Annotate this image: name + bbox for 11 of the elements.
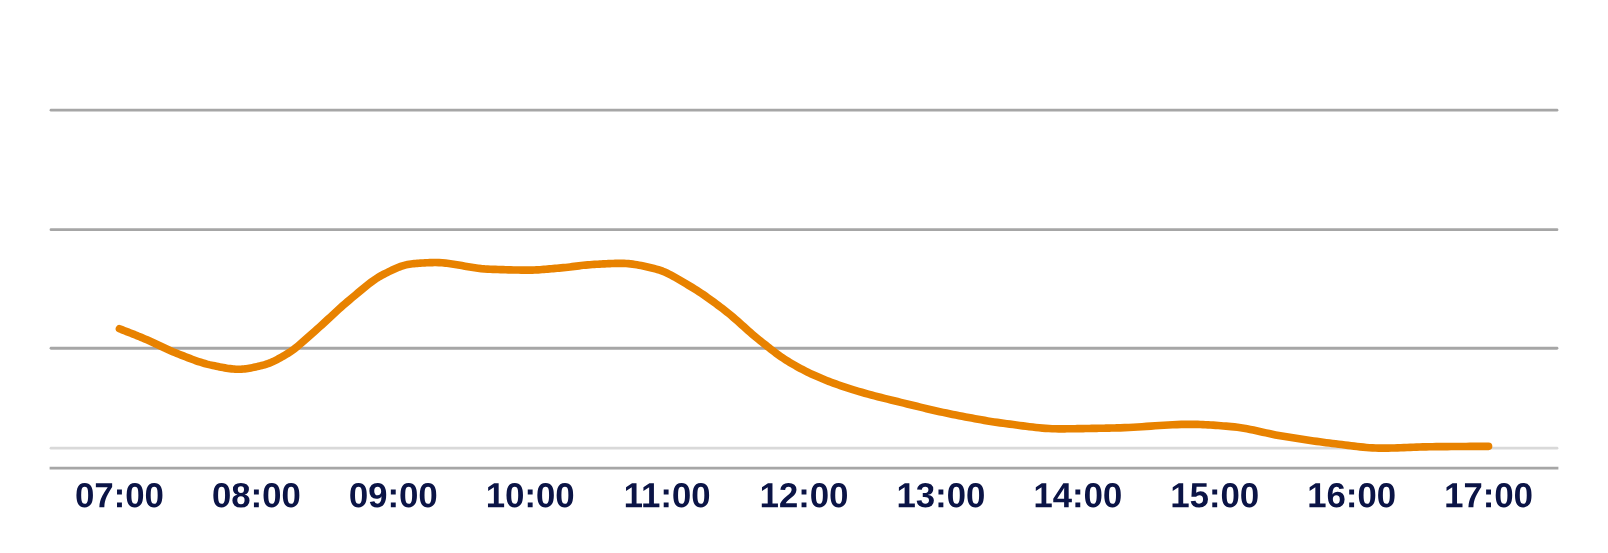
x-tick-label: 11:00 bbox=[625, 482, 710, 508]
x-tick-label: 12:00 bbox=[761, 482, 847, 508]
x-tick-label: 07:00 bbox=[76, 482, 163, 508]
x-tick-label: 15:00 bbox=[1172, 482, 1258, 508]
x-tick-label: 13:00 bbox=[898, 482, 984, 508]
x-tick-label: 08:00 bbox=[213, 482, 300, 508]
x-tick-label: 16:00 bbox=[1309, 482, 1395, 508]
x-tick-label: 10:00 bbox=[487, 482, 574, 508]
x-tick-label: 09:00 bbox=[350, 482, 437, 508]
x-tick-label: 14:00 bbox=[1035, 482, 1121, 508]
x-tick-label: 17:00 bbox=[1446, 482, 1532, 508]
